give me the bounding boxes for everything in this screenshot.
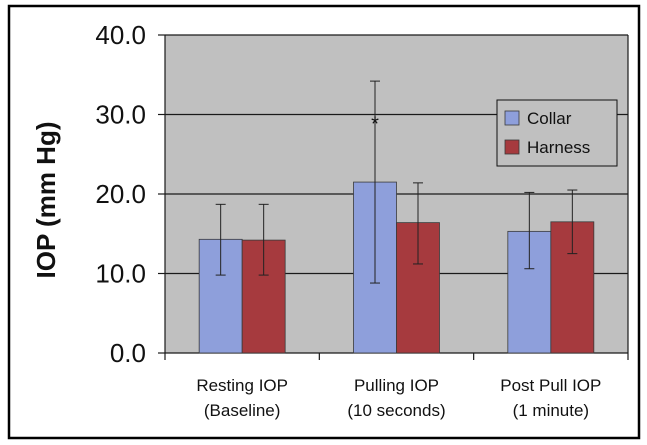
x-category-label: (10 seconds)	[347, 401, 445, 420]
legend-swatch-harness	[504, 139, 520, 155]
y-tick-label: 10.0	[95, 259, 146, 289]
outer-frame	[7, 4, 641, 440]
y-tick-label: 40.0	[95, 20, 146, 50]
legend-swatch-collar	[504, 110, 520, 126]
legend-label-harness: Harness	[527, 138, 590, 157]
significance-marker: *	[371, 113, 379, 135]
y-tick-label: 30.0	[95, 100, 146, 130]
legend-label-collar: Collar	[527, 109, 572, 128]
x-category-label: Resting IOP	[196, 376, 288, 395]
y-axis-title: IOP (mm Hg)	[31, 122, 61, 279]
x-category-label: (Baseline)	[204, 401, 281, 420]
y-tick-label: 0.0	[110, 338, 146, 368]
x-category-label: Post Pull IOP	[500, 376, 601, 395]
y-tick-label: 20.0	[95, 179, 146, 209]
x-category-label: Pulling IOP	[354, 376, 439, 395]
x-category-label: (1 minute)	[513, 401, 590, 420]
